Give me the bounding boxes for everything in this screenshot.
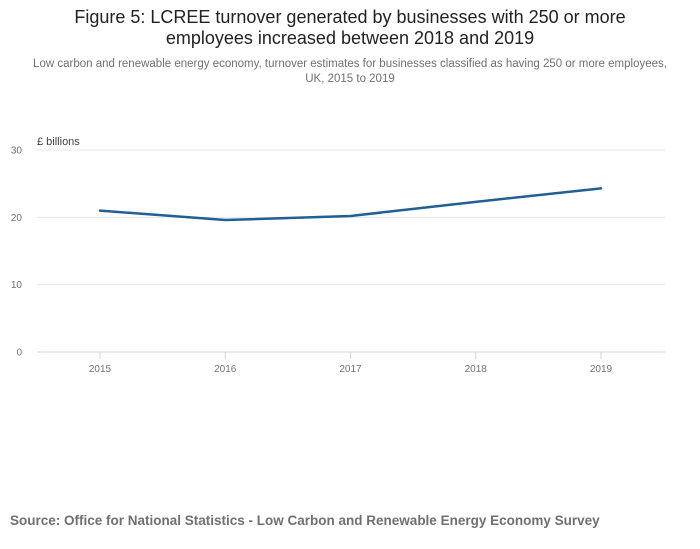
y-tick-label: 0	[16, 348, 22, 359]
chart-subtitle: Low carbon and renewable energy economy,…	[33, 58, 667, 85]
x-axis: 2015 2016 2017 2018 2019	[37, 351, 665, 375]
chart-title: Figure 5: LCREE turnover generated by bu…	[74, 7, 626, 48]
x-tick-label: 2019	[590, 364, 613, 375]
y-tick-label: 10	[11, 280, 23, 291]
x-tick-label: 2016	[214, 364, 237, 375]
x-tick-label: 2017	[339, 364, 362, 375]
series-line[interactable]	[98, 187, 603, 222]
y-axis-ticks: 0 10 20 30	[11, 146, 23, 359]
gridlines	[37, 149, 665, 286]
source-note: Source: Office for National Statistics -…	[10, 513, 600, 528]
y-axis-unit-label: £ billions	[37, 136, 80, 148]
x-tick-label: 2018	[465, 364, 488, 375]
x-tick-label: 2015	[89, 364, 112, 375]
y-tick-label: 30	[11, 146, 23, 157]
y-tick-label: 20	[11, 213, 23, 224]
series-layer	[98, 187, 603, 222]
